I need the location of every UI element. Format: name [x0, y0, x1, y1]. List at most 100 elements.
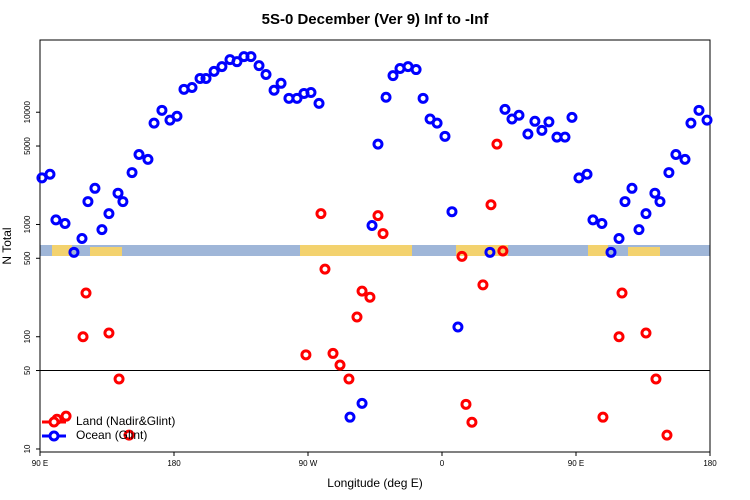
point: [485, 199, 497, 211]
x-tick-label: 0: [440, 459, 445, 468]
land-patch: [90, 247, 122, 256]
point: [417, 92, 429, 104]
y-tick-label: 5000: [23, 137, 32, 155]
point: [387, 70, 399, 82]
point: [536, 124, 548, 136]
point: [156, 104, 168, 116]
point: [123, 429, 135, 441]
point: [291, 92, 303, 104]
y-tick-label: 500: [23, 251, 32, 265]
land-patch: [300, 245, 412, 256]
point: [613, 233, 625, 245]
x-tick-label: 90 E: [568, 459, 584, 468]
point: [640, 327, 652, 339]
point: [693, 104, 705, 116]
point: [410, 64, 422, 76]
point: [343, 373, 355, 385]
legend-label: Ocean (Glint): [76, 428, 147, 442]
land-patch: [456, 245, 508, 256]
point: [605, 246, 617, 258]
point: [148, 117, 160, 129]
point: [103, 208, 115, 220]
point: [315, 208, 327, 220]
legend-label: Land (Nadir&Glint): [76, 414, 175, 428]
point: [587, 214, 599, 226]
x-tick-label: 90 E: [32, 459, 48, 468]
point: [543, 116, 555, 128]
point: [597, 411, 609, 423]
point: [133, 149, 145, 161]
point: [200, 72, 212, 84]
point: [366, 219, 378, 231]
legend-marker: [48, 416, 60, 428]
point: [484, 246, 496, 258]
point: [194, 72, 206, 84]
point: [663, 167, 675, 179]
point: [60, 410, 72, 422]
point: [380, 91, 392, 103]
y-tick-label: 10: [23, 444, 32, 453]
y-tick-label: 10000: [23, 101, 32, 124]
point: [439, 130, 451, 142]
point: [513, 109, 525, 121]
point: [117, 196, 129, 208]
point: [77, 331, 89, 343]
point: [142, 153, 154, 165]
point: [626, 182, 638, 194]
point: [497, 245, 509, 257]
point: [654, 196, 666, 208]
point: [529, 115, 541, 127]
point: [616, 287, 628, 299]
point: [82, 196, 94, 208]
point: [633, 224, 645, 236]
point: [112, 187, 124, 199]
land-patch: [628, 247, 660, 256]
point: [499, 103, 511, 115]
x-tick-label: 180: [167, 459, 181, 468]
point: [640, 208, 652, 220]
point: [581, 168, 593, 180]
point: [456, 250, 468, 262]
point: [327, 347, 339, 359]
y-axis-label: N Total: [0, 227, 14, 264]
y-tick-label: 100: [23, 330, 32, 344]
point: [477, 279, 489, 291]
point: [566, 111, 578, 123]
y-tick-label: 50: [23, 366, 32, 375]
point: [126, 167, 138, 179]
point: [649, 187, 661, 199]
point: [268, 84, 280, 96]
point: [596, 218, 608, 230]
point: [670, 149, 682, 161]
point: [679, 153, 691, 165]
point: [305, 86, 317, 98]
chart-title: 5S-0 December (Ver 9) Inf to -Inf: [262, 11, 490, 28]
point: [44, 168, 56, 180]
point: [619, 196, 631, 208]
point: [216, 61, 228, 73]
point: [559, 131, 571, 143]
point: [68, 246, 80, 258]
point: [372, 210, 384, 222]
point: [171, 110, 183, 122]
point: [372, 138, 384, 150]
point: [275, 77, 287, 89]
point: [344, 411, 356, 423]
x-axis-label: Longitude (deg E): [327, 476, 422, 490]
land-patch: [52, 245, 72, 256]
point: [491, 138, 503, 150]
point: [103, 327, 115, 339]
point: [613, 331, 625, 343]
point: [319, 263, 331, 275]
point: [351, 311, 363, 323]
point: [522, 128, 534, 140]
point: [431, 117, 443, 129]
point: [231, 56, 243, 68]
point: [186, 82, 198, 94]
point: [356, 397, 368, 409]
point: [59, 218, 71, 230]
point: [80, 287, 92, 299]
legend-marker: [48, 430, 60, 442]
point: [313, 97, 325, 109]
